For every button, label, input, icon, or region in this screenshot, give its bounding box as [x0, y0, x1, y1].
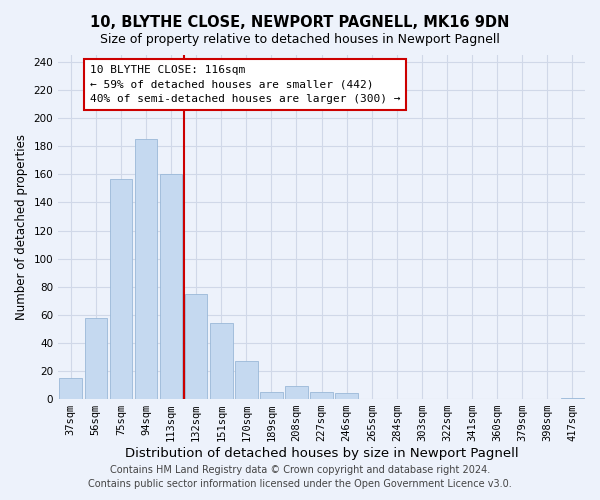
Text: Contains HM Land Registry data © Crown copyright and database right 2024.
Contai: Contains HM Land Registry data © Crown c… [88, 465, 512, 489]
Bar [185, 294, 208, 399]
Bar [59, 378, 82, 399]
Bar [210, 323, 233, 399]
Bar [160, 174, 182, 399]
Bar [260, 392, 283, 399]
Text: 10, BLYTHE CLOSE, NEWPORT PAGNELL, MK16 9DN: 10, BLYTHE CLOSE, NEWPORT PAGNELL, MK16 … [91, 15, 509, 30]
Text: Size of property relative to detached houses in Newport Pagnell: Size of property relative to detached ho… [100, 32, 500, 46]
Bar [285, 386, 308, 399]
Bar [310, 392, 333, 399]
Bar [335, 394, 358, 399]
Bar [235, 361, 257, 399]
Y-axis label: Number of detached properties: Number of detached properties [15, 134, 28, 320]
Bar [110, 178, 132, 399]
Bar [134, 140, 157, 399]
Text: 10 BLYTHE CLOSE: 116sqm
← 59% of detached houses are smaller (442)
40% of semi-d: 10 BLYTHE CLOSE: 116sqm ← 59% of detache… [89, 65, 400, 104]
Bar [85, 318, 107, 399]
X-axis label: Distribution of detached houses by size in Newport Pagnell: Distribution of detached houses by size … [125, 447, 518, 460]
Bar [561, 398, 584, 399]
